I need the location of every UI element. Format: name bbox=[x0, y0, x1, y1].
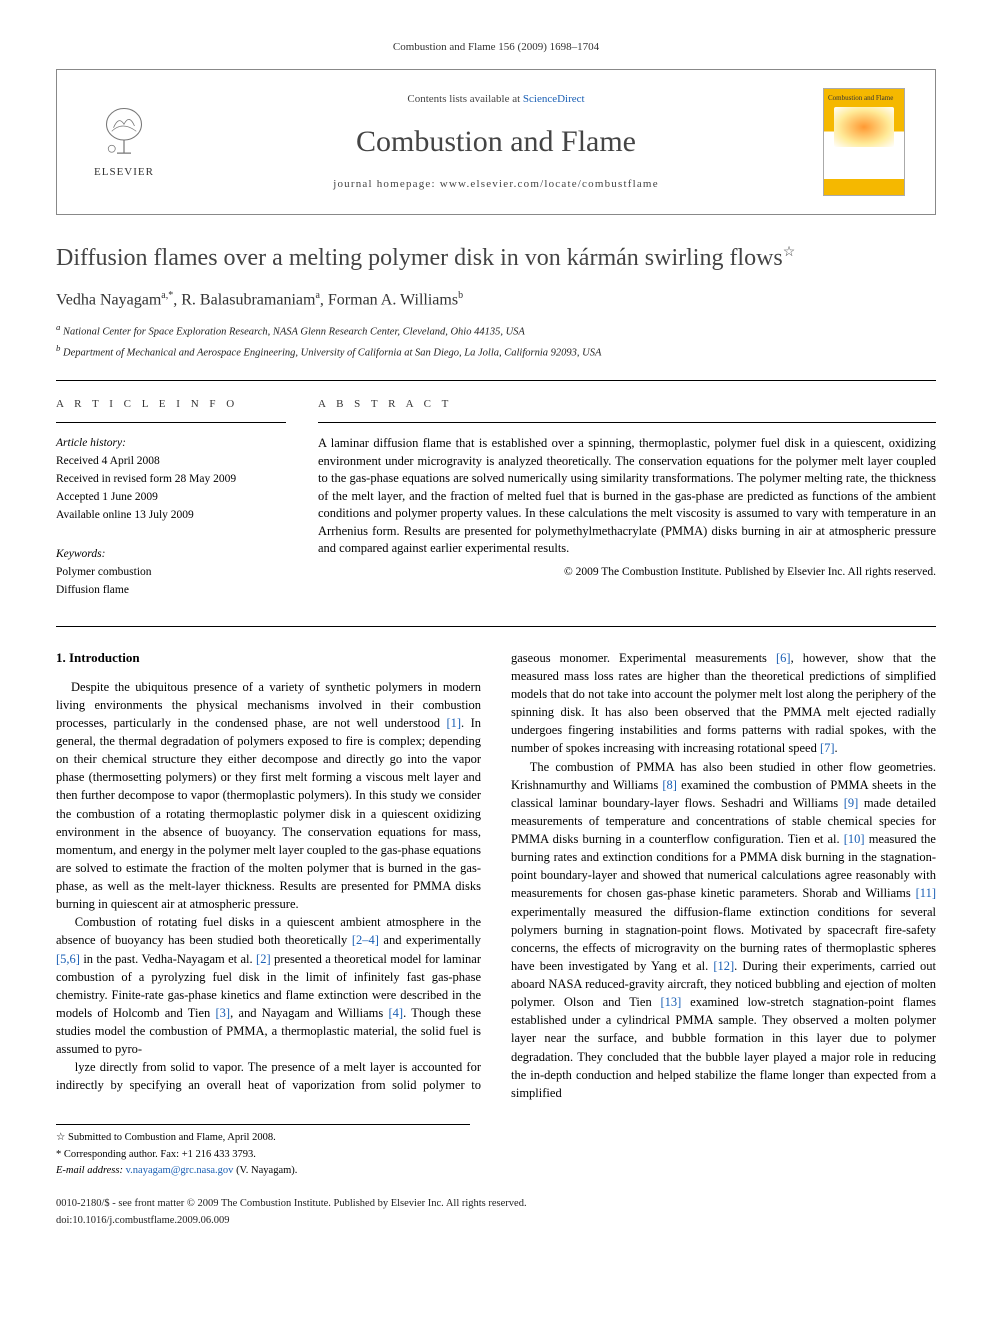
footnote-corresp-text: Corresponding author. Fax: +1 216 433 37… bbox=[64, 1149, 256, 1160]
elsevier-logo: ELSEVIER bbox=[79, 105, 169, 180]
email-address[interactable]: v.nayagam@grc.nasa.gov bbox=[126, 1165, 234, 1176]
author-list: Vedha Nayagama,*, R. Balasubramaniama, F… bbox=[56, 289, 936, 312]
abstract-text: A laminar diffusion flame that is establ… bbox=[318, 435, 936, 558]
author-3-sup: b bbox=[458, 290, 463, 301]
author-2: R. Balasubramaniam bbox=[181, 291, 315, 308]
reference-link[interactable]: [8] bbox=[662, 778, 677, 792]
reference-link[interactable]: [11] bbox=[916, 886, 936, 900]
affiliation-b-text: Department of Mechanical and Aerospace E… bbox=[63, 348, 601, 359]
keywords-block: Keywords: Polymer combustion Diffusion f… bbox=[56, 540, 286, 598]
cover-title: Combustion and Flame bbox=[828, 95, 900, 103]
copyright-line: © 2009 The Combustion Institute. Publish… bbox=[318, 564, 936, 580]
history-accepted: Accepted 1 June 2009 bbox=[56, 489, 286, 505]
affiliation-a: a National Center for Space Exploration … bbox=[56, 321, 936, 340]
info-abstract-block: A R T I C L E I N F O Article history: R… bbox=[56, 380, 936, 600]
journal-masthead: ELSEVIER Contents lists available at Sci… bbox=[56, 69, 936, 215]
article-info: A R T I C L E I N F O Article history: R… bbox=[56, 397, 286, 600]
title-text: Diffusion flames over a melting polymer … bbox=[56, 245, 783, 271]
reference-link[interactable]: [12] bbox=[713, 959, 734, 973]
publisher-name: ELSEVIER bbox=[94, 165, 154, 180]
section-1-heading: 1. Introduction bbox=[56, 649, 481, 668]
paragraph-4: The combustion of PMMA has also been stu… bbox=[511, 758, 936, 1102]
body-separator-rule bbox=[56, 626, 936, 627]
reference-link[interactable]: [7] bbox=[820, 741, 835, 755]
reference-link[interactable]: [9] bbox=[844, 796, 859, 810]
article-title: Diffusion flames over a melting polymer … bbox=[56, 243, 936, 274]
masthead-center: Contents lists available at ScienceDirec… bbox=[189, 92, 803, 193]
reference-link[interactable]: [6] bbox=[776, 651, 791, 665]
footnote-submitted-text: Submitted to Combustion and Flame, April… bbox=[68, 1132, 276, 1143]
history-online: Available online 13 July 2009 bbox=[56, 507, 286, 523]
email-label: E-mail address: bbox=[56, 1165, 123, 1176]
keyword-2: Diffusion flame bbox=[56, 582, 286, 598]
abstract-label: A B S T R A C T bbox=[318, 397, 936, 423]
reference-link[interactable]: [5,6] bbox=[56, 952, 80, 966]
journal-cover-thumbnail: Combustion and Flame bbox=[823, 88, 905, 196]
homepage-url[interactable]: www.elsevier.com/locate/combustflame bbox=[440, 178, 659, 190]
cover-image-icon bbox=[834, 107, 894, 147]
reference-link[interactable]: [1] bbox=[446, 716, 461, 730]
footnote-corresponding: * Corresponding author. Fax: +1 216 433 … bbox=[56, 1148, 470, 1163]
reference-link[interactable]: [2–4] bbox=[352, 933, 379, 947]
paragraph-2: Combustion of rotating fuel disks in a q… bbox=[56, 913, 481, 1058]
reference-link[interactable]: [2] bbox=[256, 952, 271, 966]
footnote-email: E-mail address: v.nayagam@grc.nasa.gov (… bbox=[56, 1164, 470, 1179]
affiliation-b: b Department of Mechanical and Aerospace… bbox=[56, 342, 936, 361]
sciencedirect-link[interactable]: ScienceDirect bbox=[523, 93, 585, 105]
footnote-submitted: ☆ Submitted to Combustion and Flame, Apr… bbox=[56, 1131, 470, 1146]
journal-name: Combustion and Flame bbox=[189, 121, 803, 163]
article-info-label: A R T I C L E I N F O bbox=[56, 397, 286, 423]
reference-link[interactable]: [4] bbox=[388, 1006, 403, 1020]
history-revised: Received in revised form 28 May 2009 bbox=[56, 471, 286, 487]
history-received: Received 4 April 2008 bbox=[56, 453, 286, 469]
keywords-label: Keywords: bbox=[56, 546, 286, 562]
affiliations: a National Center for Space Exploration … bbox=[56, 321, 936, 361]
history-label: Article history: bbox=[56, 435, 286, 451]
keyword-1: Polymer combustion bbox=[56, 564, 286, 580]
doi-line: doi:10.1016/j.combustflame.2009.06.009 bbox=[56, 1214, 936, 1229]
article-body: 1. Introduction Despite the ubiquitous p… bbox=[56, 649, 936, 1102]
contents-prefix: Contents lists available at bbox=[407, 93, 522, 105]
author-3: Forman A. Williams bbox=[328, 291, 458, 308]
contents-available-line: Contents lists available at ScienceDirec… bbox=[189, 92, 803, 107]
abstract-column: A B S T R A C T A laminar diffusion flam… bbox=[318, 397, 936, 600]
title-footnote-star: ☆ bbox=[783, 245, 796, 260]
author-1: Vedha Nayagam bbox=[56, 291, 161, 308]
running-header: Combustion and Flame 156 (2009) 1698–170… bbox=[56, 40, 936, 55]
affiliation-a-text: National Center for Space Exploration Re… bbox=[63, 327, 525, 338]
reference-link[interactable]: [10] bbox=[844, 832, 865, 846]
homepage-prefix: journal homepage: bbox=[333, 178, 440, 190]
email-person: (V. Nayagam). bbox=[236, 1165, 297, 1176]
bottom-matter: 0010-2180/$ - see front matter © 2009 Th… bbox=[56, 1197, 936, 1228]
journal-homepage-line: journal homepage: www.elsevier.com/locat… bbox=[189, 177, 803, 192]
author-1-sup: a,* bbox=[161, 290, 173, 301]
issn-line: 0010-2180/$ - see front matter © 2009 Th… bbox=[56, 1197, 936, 1212]
footnotes: ☆ Submitted to Combustion and Flame, Apr… bbox=[56, 1124, 470, 1179]
reference-link[interactable]: [3] bbox=[216, 1006, 231, 1020]
author-2-sup: a bbox=[315, 290, 319, 301]
paragraph-1: Despite the ubiquitous presence of a var… bbox=[56, 678, 481, 914]
elsevier-tree-icon bbox=[96, 105, 152, 161]
reference-link[interactable]: [13] bbox=[661, 995, 682, 1009]
